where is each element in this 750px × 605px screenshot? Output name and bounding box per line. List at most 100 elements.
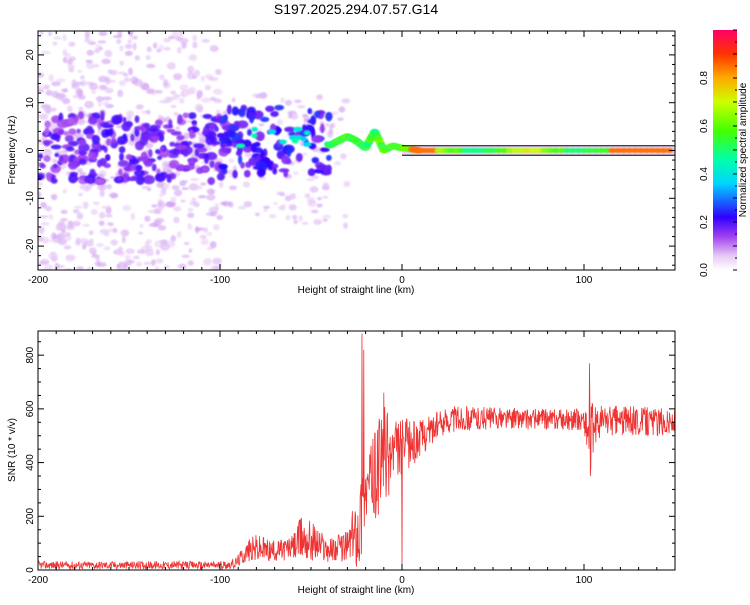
noise-blob — [301, 221, 309, 225]
noise-blob — [301, 152, 308, 156]
noise-blob — [45, 89, 53, 96]
noise-blob — [91, 254, 100, 259]
energy-blob — [116, 135, 129, 145]
noise-blob — [293, 219, 298, 225]
noise-blob — [147, 209, 157, 214]
noise-blob — [163, 46, 171, 51]
energy-blob — [155, 149, 161, 155]
noise-blob — [184, 134, 189, 141]
noise-blob — [204, 84, 212, 91]
noise-blob — [154, 217, 165, 223]
energy-blob — [325, 154, 332, 161]
x-tick-label: 100 — [576, 575, 593, 586]
noise-blob — [298, 215, 303, 222]
noise-blob — [338, 106, 346, 113]
noise-blob — [39, 258, 50, 265]
noise-blob — [85, 62, 96, 70]
noise-blob — [62, 57, 68, 63]
energy-blob — [56, 119, 69, 129]
noise-blob — [187, 65, 195, 74]
energy-blob — [260, 116, 270, 123]
noise-blob — [330, 111, 339, 115]
energy-blob — [110, 137, 117, 145]
colorbar-ticks: 0.0 0.2 0.4 0.6 0.8 — [699, 29, 737, 277]
noise-blob — [62, 233, 70, 237]
noise-blob — [296, 104, 306, 109]
colorbar-tick-label: 0.2 — [699, 215, 710, 229]
noise-blob — [306, 177, 315, 182]
ridge-segment — [534, 148, 543, 153]
noise-blob — [112, 34, 123, 39]
energy-blob — [320, 147, 330, 153]
noise-blob — [94, 48, 100, 54]
energy-blob — [311, 156, 320, 164]
noise-blob — [206, 188, 215, 195]
noise-blob — [90, 209, 98, 215]
energy-blob — [184, 164, 195, 171]
noise-blob — [199, 234, 207, 240]
noise-blob — [84, 100, 94, 109]
energy-blob — [193, 143, 205, 149]
noise-blob — [44, 205, 52, 212]
noise-blob — [319, 121, 325, 125]
noise-blob — [88, 82, 99, 91]
energy-blob — [168, 149, 178, 155]
noise-blob — [187, 207, 194, 213]
noise-blob — [215, 68, 222, 76]
noise-blob — [38, 113, 49, 120]
noise-blob — [216, 214, 223, 220]
noise-blob — [209, 96, 217, 102]
noise-blob — [75, 88, 83, 97]
noise-blob — [188, 183, 199, 191]
energy-blob — [58, 129, 64, 135]
noise-blob — [171, 185, 180, 191]
energy-blob — [232, 169, 238, 179]
noise-blob — [174, 170, 181, 177]
noise-blob — [203, 227, 209, 233]
energy-blob — [129, 158, 140, 165]
noise-blob — [117, 89, 124, 98]
noise-blob — [180, 91, 186, 98]
energy-blob — [188, 112, 197, 120]
noise-blob — [76, 266, 84, 270]
noise-blob — [256, 95, 262, 99]
noise-blob — [181, 187, 189, 191]
noise-blob — [75, 237, 81, 246]
energy-blob — [103, 163, 111, 169]
noise-blob — [55, 222, 66, 231]
energy-blob — [284, 126, 296, 133]
noise-blob — [340, 153, 347, 160]
noise-blob — [210, 265, 218, 270]
noise-blob — [276, 119, 283, 126]
noise-blob — [181, 180, 189, 184]
noise-blob — [99, 228, 110, 235]
y-tick-label: 200 — [25, 508, 36, 525]
energy-blob — [168, 118, 173, 129]
noise-blob — [43, 86, 50, 90]
energy-blob — [64, 134, 74, 143]
energy-blob — [307, 108, 313, 115]
noise-blob — [191, 197, 197, 205]
energy-blob — [117, 176, 123, 182]
snr-frame — [37, 330, 676, 571]
energy-blob — [88, 116, 98, 125]
noise-blob — [124, 43, 133, 50]
noise-blob — [307, 200, 317, 208]
noise-blob — [51, 158, 57, 162]
energy-blob — [124, 165, 131, 172]
noise-blob — [72, 94, 79, 99]
noise-blob — [222, 201, 232, 207]
noise-blob — [337, 117, 344, 121]
figure-title: S197.2025.294.07.57.G14 — [274, 1, 438, 17]
noise-blob — [175, 126, 181, 131]
energy-blob — [316, 164, 328, 171]
energy-blob — [168, 159, 180, 169]
noise-blob — [194, 227, 205, 232]
noise-blob — [68, 56, 76, 62]
noise-blob — [51, 81, 61, 87]
noise-blob — [200, 238, 209, 246]
noise-blob — [97, 99, 102, 108]
noise-blob — [291, 113, 299, 120]
